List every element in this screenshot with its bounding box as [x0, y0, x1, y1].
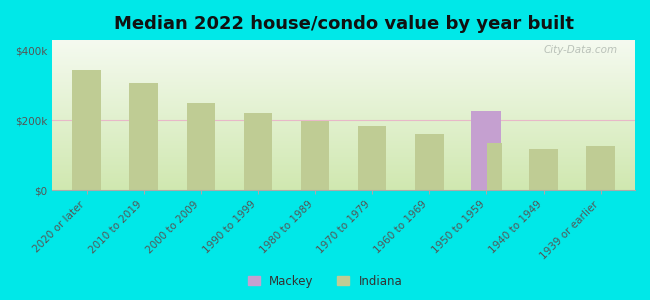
Text: City-Data.com: City-Data.com	[543, 45, 618, 55]
Bar	[358, 126, 387, 190]
Bar	[301, 121, 330, 190]
Bar	[488, 143, 502, 190]
Legend: Mackey, Indiana: Mackey, Indiana	[244, 271, 406, 291]
Bar	[472, 143, 500, 190]
Bar	[187, 103, 215, 190]
Bar	[472, 143, 500, 190]
Bar	[586, 146, 615, 190]
Bar	[471, 110, 486, 190]
Bar	[415, 134, 443, 190]
Bar	[244, 112, 272, 190]
Bar	[472, 110, 500, 190]
Bar	[72, 70, 101, 190]
Bar	[129, 82, 158, 190]
Bar	[529, 149, 558, 190]
Title: Median 2022 house/condo value by year built: Median 2022 house/condo value by year bu…	[114, 15, 573, 33]
